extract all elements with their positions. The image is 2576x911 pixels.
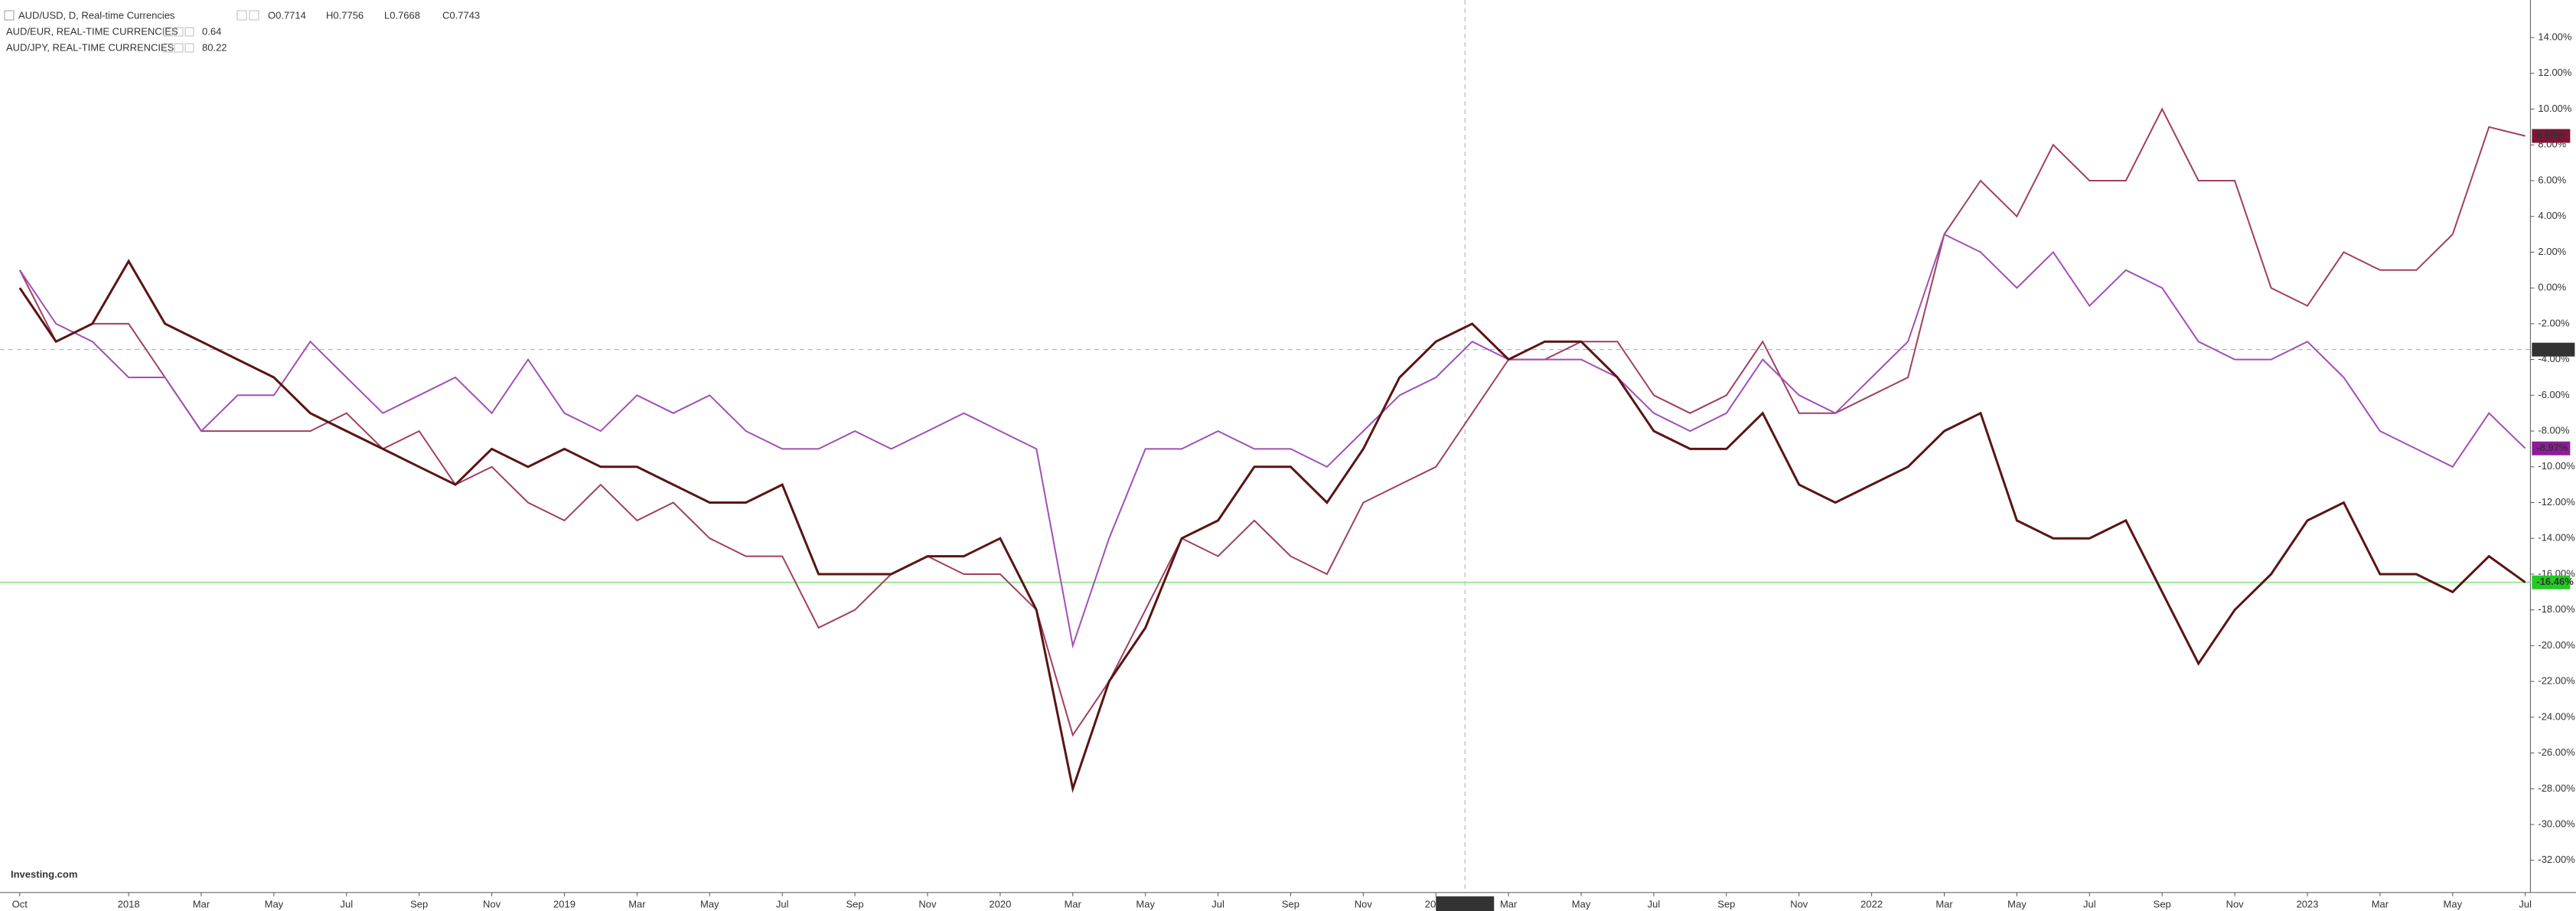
y-tick-label: -8.00% [2538,424,2570,436]
x-tick-label: May [265,898,284,909]
legend-value: 80.22 [202,41,227,53]
x-tick-label: Nov [483,898,501,909]
y-tick-label: -2.00% [2538,317,2570,328]
x-tick-label: 2020 [989,898,1011,909]
x-tick-label: Sep [846,898,864,909]
header-title: AUD/USD, D, Real-time Currencies [18,9,175,21]
end-label-bg [2532,575,2571,589]
y-tick-label: -10.00% [2538,460,2575,472]
y-tick-label: -20.00% [2538,639,2575,651]
crosshair-y-label-bg [2532,342,2575,357]
x-tick-label: Jul [776,898,789,909]
x-tick-label: Sep [410,898,428,909]
ohlc-value: H0.7756 [326,9,364,21]
y-tick-label: -30.00% [2538,818,2575,829]
x-tick-label: Oct [12,898,28,909]
x-tick-label: Mar [2372,898,2389,909]
y-tick-label: 10.00% [2538,103,2572,114]
x-tick-label: Mar [1065,898,1082,909]
series-line [18,107,2525,737]
legend-icon[interactable] [174,43,184,53]
collapse-button[interactable] [4,10,15,21]
x-tick-label: May [700,898,719,909]
y-tick-label: 6.00% [2538,174,2566,185]
x-tick-label: Nov [1355,898,1373,909]
x-tick-label: Sep [2154,898,2171,909]
series-line [18,259,2526,794]
x-tick-label: Nov [2226,898,2245,909]
crosshair-y-label: -3.4466 [2538,343,2571,354]
x-tick-label: Sep [1717,898,1735,909]
legend-icon[interactable] [184,27,194,37]
x-tick-label: 2022 [1860,898,1883,909]
x-tick-label: 2023 [2297,898,2319,909]
x-tick-label: Mar [193,898,210,909]
x-tick-label: Nov [918,898,937,909]
y-tick-label: -18.00% [2538,603,2575,615]
y-tick-label: 14.00% [2538,31,2572,43]
y-tick-label: 4.00% [2538,210,2566,221]
y-tick-label: -22.00% [2538,675,2575,687]
y-tick-label: 12.00% [2538,67,2572,78]
x-tick-label: Mar [1935,898,1953,909]
legend-icon[interactable] [163,27,173,37]
crosshair-x-label-bg [1436,896,1495,911]
x-tick-label: Jul [340,898,353,909]
y-tick-label: -24.00% [2538,710,2575,722]
legend-icon[interactable] [163,43,173,53]
crosshair-x-label: 2021-01-26 [1440,898,1491,909]
y-tick-label: -12.00% [2538,496,2575,508]
legend-icon[interactable] [184,43,194,53]
header-icon[interactable] [236,10,247,21]
logo: Investing.com [11,868,77,880]
x-tick-label: Nov [1790,898,1808,909]
legend-icon[interactable] [174,27,184,37]
end-label: 8.50% [2536,129,2565,141]
end-label-bg [2532,441,2571,455]
x-tick-label: Jul [2519,898,2532,909]
y-tick-label: -32.00% [2538,854,2575,865]
x-tick-label: 2018 [118,898,140,909]
x-tick-label: May [1572,898,1591,909]
ohlc-value: L0.7668 [384,9,420,21]
x-tick-label: May [2007,898,2027,909]
x-tick-label: May [2444,898,2463,909]
y-tick-label: -6.00% [2538,389,2570,400]
end-label: -8.97% [2536,442,2568,453]
x-tick-label: Mar [628,898,646,909]
y-tick-label: 0.00% [2538,282,2566,293]
end-label-bg [2532,129,2571,143]
ohlc-value: C0.7743 [442,9,480,21]
y-tick-label: -28.00% [2538,782,2575,794]
legend-name[interactable]: AUD/EUR, REAL-TIME CURRENCIES [6,25,178,37]
x-tick-label: Jul [1648,898,1661,909]
legend-value: 0.64 [202,25,221,37]
x-tick-label: Jul [1211,898,1224,909]
x-tick-label: 2019 [553,898,576,909]
header-icon[interactable] [249,10,259,21]
series-line [18,233,2526,649]
end-label: -16.46% [2536,576,2574,587]
x-tick-label: Mar [1500,898,1518,909]
x-tick-label: Jul [2083,898,2096,909]
y-tick-label: -14.00% [2538,532,2575,544]
ohlc-value: O0.7714 [268,9,306,21]
y-tick-label: 2.00% [2538,246,2566,257]
x-tick-label: Sep [1282,898,1299,909]
x-tick-label: May [1136,898,1155,909]
legend-name[interactable]: AUD/JPY, REAL-TIME CURRENCIES [6,41,174,53]
y-tick-label: -26.00% [2538,746,2575,758]
